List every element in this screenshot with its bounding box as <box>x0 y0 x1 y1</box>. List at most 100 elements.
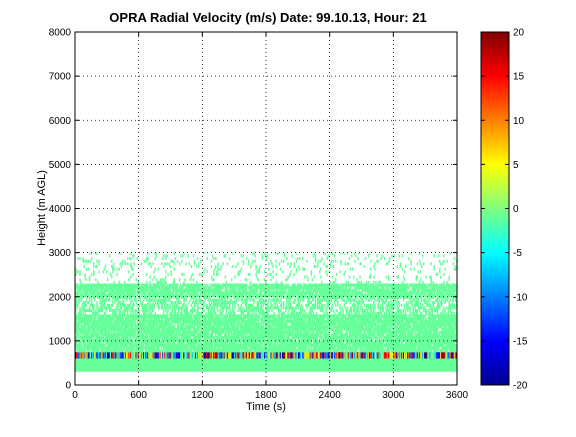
data-cell <box>150 349 152 353</box>
data-cell <box>234 325 236 329</box>
data-cell <box>116 314 118 318</box>
data-cell <box>158 322 161 326</box>
data-cell <box>303 341 305 345</box>
data-cell <box>313 314 316 318</box>
data-cell <box>204 317 206 321</box>
data-cell <box>174 346 177 350</box>
data-cell <box>169 322 171 326</box>
data-cell <box>357 351 359 359</box>
data-cell <box>147 325 149 329</box>
data-cell <box>220 333 222 337</box>
data-cell <box>158 314 161 316</box>
data-cell <box>431 333 433 337</box>
data-cell <box>208 314 211 318</box>
data-cell <box>332 325 335 329</box>
data-cell <box>291 338 293 342</box>
data-cell <box>312 338 315 342</box>
data-cell <box>249 338 251 342</box>
data-cell <box>183 343 185 348</box>
data-cell <box>220 325 222 329</box>
data-cell <box>130 317 132 321</box>
data-cell <box>187 314 189 318</box>
data-cell <box>150 338 152 342</box>
data-cell <box>274 314 276 318</box>
data-cell <box>268 346 270 350</box>
data-cell <box>118 320 120 324</box>
data-cell <box>134 341 136 345</box>
data-cell <box>399 346 402 350</box>
data-cell <box>129 314 131 318</box>
data-cell <box>305 351 307 359</box>
data-cell <box>357 330 359 334</box>
data-cell <box>171 317 174 321</box>
data-cell <box>133 328 135 332</box>
data-cell <box>102 314 105 318</box>
data-cell <box>217 351 219 359</box>
data-cell <box>321 325 323 329</box>
data-cell <box>417 325 420 329</box>
data-cell <box>419 341 422 345</box>
data-cell <box>210 322 213 326</box>
data-cell <box>221 322 223 326</box>
data-cell <box>427 333 429 337</box>
data-cell <box>454 325 457 329</box>
data-cell <box>134 325 136 329</box>
data-cell <box>446 333 448 337</box>
data-cell <box>151 346 153 350</box>
data-cell <box>207 349 210 353</box>
data-cell <box>76 322 78 326</box>
data-cell <box>384 325 387 329</box>
data-cell <box>298 325 301 329</box>
data-cell <box>297 343 300 348</box>
data-cell <box>214 349 216 353</box>
data-cell <box>324 328 326 332</box>
data-cell <box>443 328 445 332</box>
data-cell <box>186 333 188 337</box>
data-cell <box>438 349 441 353</box>
data-cell <box>270 343 272 348</box>
data-cell <box>390 330 392 334</box>
data-cell <box>292 325 294 329</box>
data-cell <box>410 314 412 318</box>
data-cell <box>324 336 326 340</box>
data-cell <box>159 330 162 334</box>
data-cell <box>160 346 163 350</box>
data-cell <box>286 338 288 342</box>
data-cell <box>189 349 192 353</box>
data-cell <box>348 346 351 350</box>
data-cell <box>438 343 441 348</box>
data-cell <box>193 317 196 321</box>
data-cell <box>350 338 353 342</box>
data-cell <box>421 346 424 350</box>
data-cell <box>390 343 392 348</box>
data-cell <box>96 343 98 348</box>
data-cell <box>146 333 148 337</box>
data-cell <box>138 341 141 345</box>
data-cell <box>362 322 365 326</box>
data-cell <box>211 336 214 340</box>
data-cell <box>341 333 343 337</box>
data-cell <box>338 317 340 321</box>
data-cell <box>375 317 377 321</box>
data-cell <box>386 349 389 353</box>
data-cell <box>437 336 440 340</box>
data-cell <box>279 351 282 359</box>
data-cell <box>185 338 187 342</box>
data-cell <box>235 349 237 353</box>
data-cell <box>305 325 307 329</box>
data-cell <box>423 320 425 324</box>
data-cell <box>239 338 241 342</box>
data-cell <box>142 322 145 326</box>
data-cell <box>97 351 99 359</box>
data-cell <box>137 336 140 340</box>
data-cell <box>228 328 231 332</box>
data-cell <box>401 328 404 332</box>
data-cell <box>106 314 109 316</box>
data-cell <box>278 322 281 326</box>
data-cell <box>224 343 227 348</box>
data-cell <box>80 330 82 334</box>
data-cell <box>133 320 135 324</box>
data-cell <box>356 343 358 348</box>
data-cell <box>321 349 323 353</box>
data-cell <box>170 349 172 353</box>
